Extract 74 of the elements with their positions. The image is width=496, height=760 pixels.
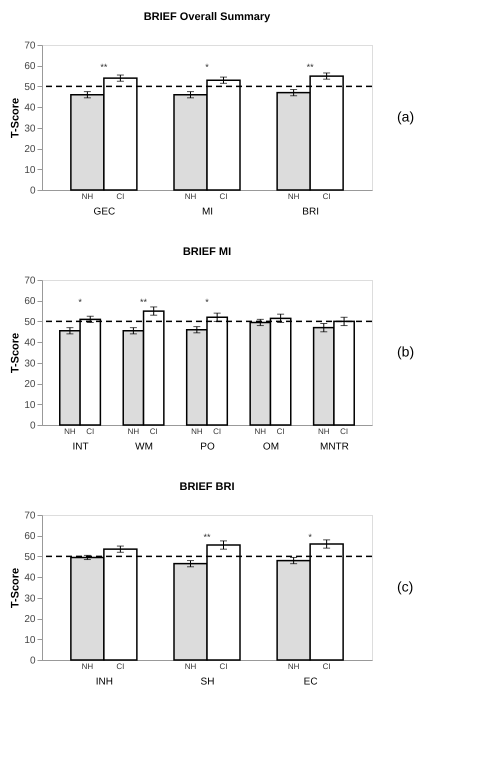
x-tick-label: MI: [202, 206, 214, 218]
x-tick-label: GEC: [94, 206, 116, 218]
x-tick-label: OM: [262, 442, 280, 452]
series-label: CI: [116, 662, 124, 671]
y-tick-label: 40: [24, 102, 36, 114]
annotation: *: [205, 62, 210, 72]
y-tick-label: 30: [24, 593, 36, 604]
y-tick-label: 20: [24, 379, 36, 390]
y-tick-label: 30: [24, 123, 36, 134]
text: (b): [397, 344, 414, 360]
y-tick-label: 70: [24, 40, 36, 52]
y-tick-label: 20: [24, 144, 36, 156]
y-tick-label: 20: [24, 614, 36, 626]
y-axis-title: T-Score: [9, 98, 22, 138]
chart-title: BRIEF Overall Summary: [144, 11, 272, 23]
y-axis-title: T-Score: [9, 568, 22, 608]
chart-title: BRIEF MI: [182, 246, 232, 258]
y-tick-label: 40: [24, 338, 36, 349]
text: CI: [220, 662, 228, 671]
y-tick-label: 50: [24, 552, 36, 563]
annotation: *: [78, 297, 82, 307]
text: NH: [184, 662, 196, 671]
text: NH: [191, 427, 203, 436]
text: NH: [128, 427, 140, 436]
text: CI: [276, 427, 285, 436]
text: CI: [340, 427, 348, 436]
text: NH: [288, 662, 300, 671]
annotation: **: [306, 62, 314, 72]
y-axis-title: T-Score: [9, 332, 22, 374]
x-tick-label: INH: [96, 676, 113, 688]
x-tick-label: INT: [72, 442, 89, 452]
text: (c): [397, 578, 414, 594]
text: CI: [150, 427, 158, 436]
y-tick-label: 60: [24, 61, 36, 72]
x-tick-label: MNTR: [320, 442, 349, 452]
text: NH: [254, 427, 266, 436]
text: NH: [184, 192, 196, 201]
x-tick-label: SH: [200, 676, 214, 688]
series-label: NH: [82, 662, 94, 671]
x-tick-label: PO: [200, 442, 215, 452]
text: CI: [322, 192, 331, 201]
chart-title: BRIEF BRI: [180, 481, 234, 493]
y-tick-label: 0: [30, 420, 36, 432]
series-label: CI: [116, 192, 124, 201]
text: (a): [397, 108, 414, 124]
x-tick-label: EC: [304, 676, 318, 688]
y-tick-label: 70: [24, 510, 36, 522]
y-tick-label: 50: [24, 82, 36, 93]
text: NH: [288, 192, 300, 201]
annotation: *: [308, 532, 312, 542]
text: NH: [318, 427, 330, 436]
text: CI: [220, 192, 228, 201]
y-tick-label: 10: [24, 164, 36, 176]
text: CI: [213, 427, 222, 436]
x-tick-label: WM: [135, 442, 153, 452]
y-tick-label: 10: [24, 634, 36, 646]
series-label: NH: [64, 427, 76, 436]
annotation: *: [205, 297, 210, 307]
y-tick-label: 60: [24, 296, 36, 308]
annotation: **: [140, 297, 148, 307]
y-tick-label: 0: [30, 656, 36, 666]
y-tick-label: 30: [24, 358, 36, 370]
x-tick-label: BRI: [302, 206, 319, 218]
y-tick-label: 70: [24, 276, 36, 286]
y-tick-label: 50: [24, 316, 36, 328]
y-tick-label: 10: [24, 400, 36, 411]
y-tick-label: 40: [24, 572, 36, 584]
y-tick-label: 0: [30, 186, 36, 196]
y-tick-label: 60: [24, 531, 36, 542]
annotation: **: [100, 62, 108, 72]
series-label: CI: [86, 427, 94, 436]
annotation: **: [203, 532, 211, 542]
series-label: NH: [82, 192, 94, 201]
text: CI: [322, 662, 331, 671]
